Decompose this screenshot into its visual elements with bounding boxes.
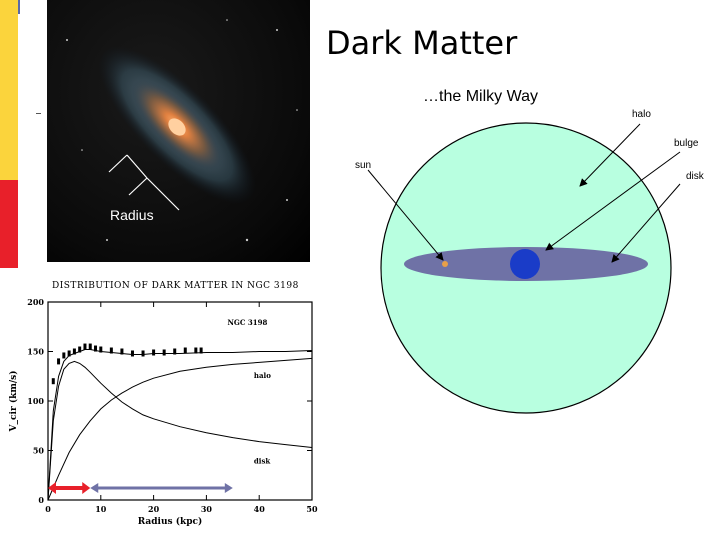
x-axis-label: Radius (kpc) <box>138 516 203 527</box>
x-tick-label-20: 20 <box>148 504 160 514</box>
data-point-7 <box>83 343 87 350</box>
accent-bar-yellow <box>0 0 18 180</box>
data-point-9 <box>94 345 98 352</box>
blue-arrowhead-left <box>90 483 99 493</box>
galaxy-photo <box>47 0 310 262</box>
data-point-8 <box>88 343 92 350</box>
red-arrowhead-right <box>82 482 91 494</box>
annotation-halo: halo <box>254 371 271 380</box>
slide-subtitle: …the Milky Way <box>423 88 538 105</box>
slide-title: Dark Matter <box>326 24 518 62</box>
data-point-26 <box>183 347 187 354</box>
x-tick-label-0: 0 <box>45 504 51 514</box>
blue-arrowhead-right <box>224 483 233 493</box>
data-point-5 <box>72 348 76 355</box>
radius-label: Radius <box>110 207 154 223</box>
data-point-1 <box>51 378 55 385</box>
series-line-disk <box>47 360 313 501</box>
galactic-bulge <box>510 249 540 279</box>
chart-title: DISTRIBUTION OF DARK MATTER IN NGC 3198 <box>52 281 299 291</box>
y-tick-label-50: 50 <box>33 446 45 456</box>
series-line-total <box>47 349 313 501</box>
y-axis-label: V_cir (km/s) <box>8 371 19 433</box>
sun-pointer <box>367 169 444 261</box>
y-tick-label-100: 100 <box>27 396 44 406</box>
series-line-halo <box>47 357 313 501</box>
data-point-10 <box>99 346 103 353</box>
sun-label: sun <box>355 160 372 171</box>
data-point-6 <box>78 346 82 353</box>
data-point-18 <box>141 350 145 357</box>
data-point-22 <box>162 349 166 356</box>
x-tick-label-50: 50 <box>306 504 318 514</box>
bulge-label: bulge <box>674 138 699 149</box>
data-point-14 <box>120 348 124 355</box>
halo-label: halo <box>632 109 651 120</box>
x-tick-label-30: 30 <box>201 504 213 514</box>
data-point-28 <box>194 347 198 354</box>
y-tick-label-200: 200 <box>27 297 44 307</box>
halo-pointer <box>579 123 641 187</box>
annotation-ngc: NGC 3198 <box>228 318 268 327</box>
annotation-disk: disk <box>254 456 270 465</box>
dash-mark <box>36 113 41 114</box>
data-point-3 <box>62 352 66 359</box>
data-point-24 <box>173 348 177 355</box>
chart-frame <box>47 301 313 501</box>
data-point-4 <box>67 350 71 357</box>
red-arrowhead-left <box>48 482 56 494</box>
data-point-12 <box>109 347 113 354</box>
data-point-29 <box>199 347 203 354</box>
disk-label: disk <box>686 171 704 182</box>
data-point-2 <box>57 358 61 365</box>
y-tick-label-150: 150 <box>27 347 44 357</box>
bulge-pointer <box>545 151 681 251</box>
x-tick-label-40: 40 <box>254 504 266 514</box>
data-point-16 <box>130 350 134 357</box>
data-point-20 <box>152 349 156 356</box>
y-tick-label-0: 0 <box>38 495 44 505</box>
x-tick-label-10: 10 <box>95 504 107 514</box>
disk-pointer <box>611 183 681 263</box>
sun-marker <box>442 261 448 267</box>
accent-bar-red <box>0 180 18 268</box>
